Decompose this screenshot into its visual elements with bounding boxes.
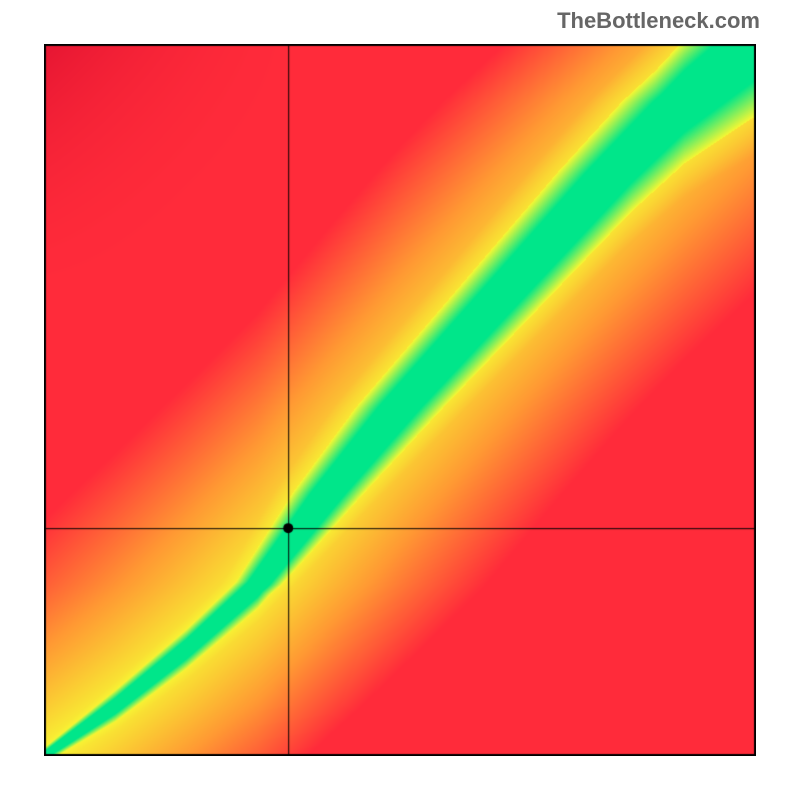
heatmap-canvas xyxy=(44,44,756,756)
heatmap-frame xyxy=(44,44,756,756)
chart-container: TheBottleneck.com xyxy=(0,0,800,800)
watermark-text: TheBottleneck.com xyxy=(557,8,760,34)
